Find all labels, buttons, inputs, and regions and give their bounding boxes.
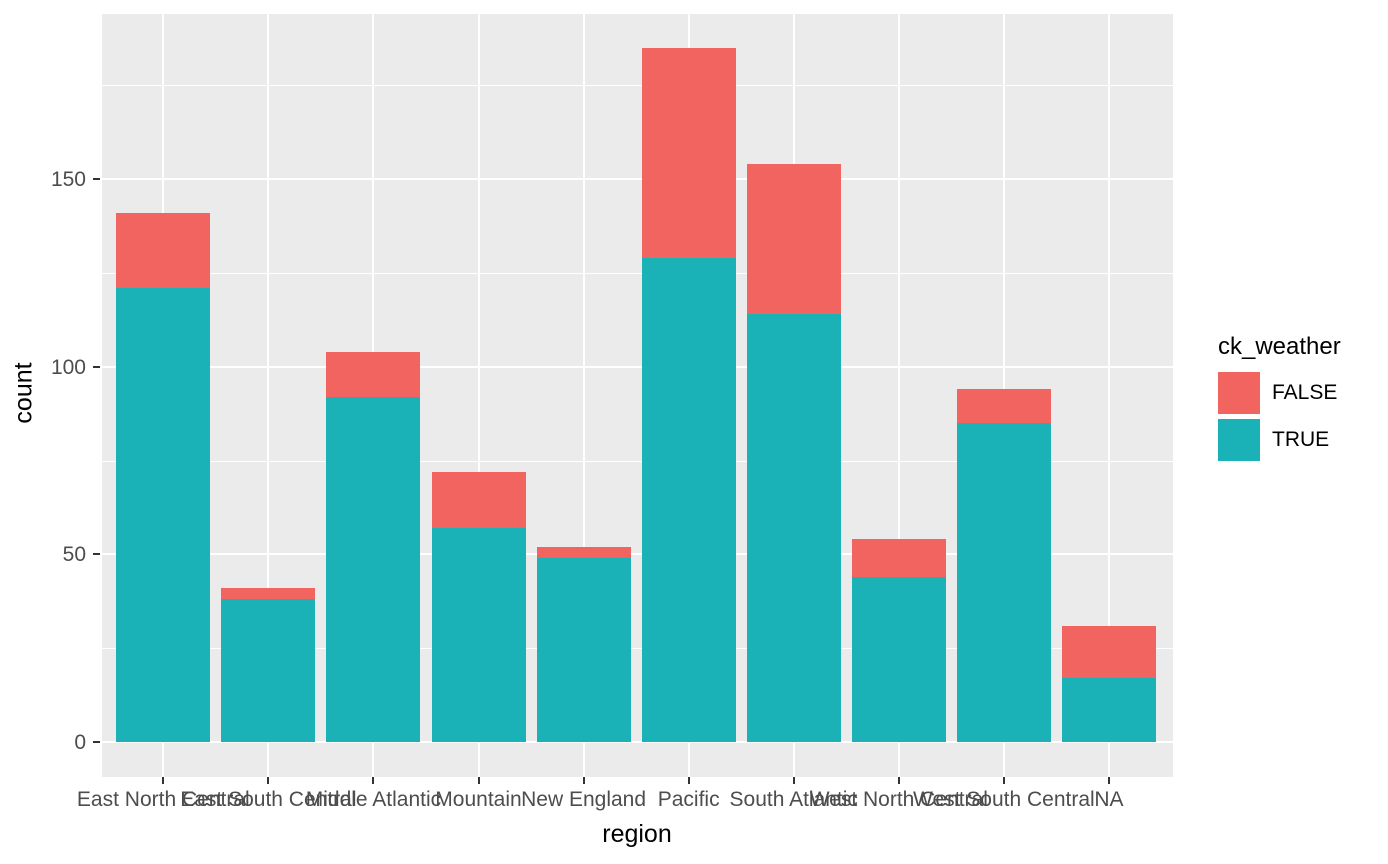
bar-segment-true [221,599,316,742]
x-tick [267,777,270,784]
x-tick-label: South Atlantic [729,788,858,811]
gridline-major [102,178,1173,180]
x-tick [687,777,690,784]
x-tick [792,777,795,784]
y-tick [93,741,100,743]
legend: ck_weather FALSE TRUE [1218,333,1386,466]
x-tick-label: West South Central [913,788,1095,811]
gridline-minor [102,85,1173,87]
bar-segment-false [851,539,946,577]
y-tick-label: 50 [62,543,86,567]
y-tick-label: 0 [74,731,86,754]
y-tick-label: 100 [50,355,86,379]
bar-segment-true [746,314,841,742]
gridline-vertical [582,14,585,777]
bar-segment-true [431,528,526,742]
legend-title: ck_weather [1218,333,1341,360]
x-tick [162,777,165,784]
legend-item-false: FALSE [1218,372,1386,414]
legend-label: TRUE [1272,428,1330,451]
legend-key-true [1218,419,1260,461]
bar-segment-false [326,351,421,397]
x-tick-label: Mountain [435,788,522,811]
x-tick-label: East North Central [76,788,250,811]
x-tick-label: West North Central [809,788,988,811]
bar-segment-false [641,47,736,258]
plot-panel [102,14,1173,777]
bar-segment-false [536,546,631,559]
bar-segment-false [221,588,316,600]
bar-segment-false [1061,625,1156,679]
legend-label: FALSE [1272,381,1338,404]
x-tick-label: New England [521,788,647,811]
y-tick [93,553,100,556]
x-tick-label: Middle Atlantic [305,788,442,811]
bar-segment-true [536,558,631,742]
bar-segment-true [1061,678,1156,742]
legend-items: FALSE TRUE [1218,372,1386,461]
x-tick [1107,777,1110,784]
bar-segment-true [641,257,736,742]
y-tick [93,365,100,368]
x-tick-label: Pacific [657,788,720,811]
x-tick [582,777,585,784]
bar-segment-true [326,396,421,742]
x-tick [897,777,900,784]
gridline-minor [102,272,1173,274]
x-tick [1002,777,1005,784]
x-tick-label: East South Central [180,788,357,811]
gridline-major [102,553,1173,556]
bar-segment-false [116,212,211,288]
x-tick [477,777,480,784]
bar-segment-false [431,471,526,529]
gridline-vertical [267,14,270,777]
y-tick [93,178,100,180]
gridline-major [102,741,1173,743]
gridline-vertical [477,14,480,777]
bar-segment-false [746,163,841,315]
gridline-major [102,365,1173,368]
bar-segment-false [956,389,1051,423]
legend-item-true: TRUE [1218,419,1386,461]
y-tick-label: 150 [50,168,86,191]
bar-segment-true [851,576,946,742]
gridline-vertical [1107,14,1110,777]
gridline-minor [102,460,1173,462]
gridline-minor [102,648,1173,650]
bar-segment-true [956,422,1051,742]
legend-key-false [1218,372,1260,414]
x-tick-label: NA [1094,788,1124,811]
x-tick [372,777,375,784]
gridline-vertical [897,14,900,777]
bar-segment-true [116,287,211,742]
x-axis-title: region [602,820,672,848]
